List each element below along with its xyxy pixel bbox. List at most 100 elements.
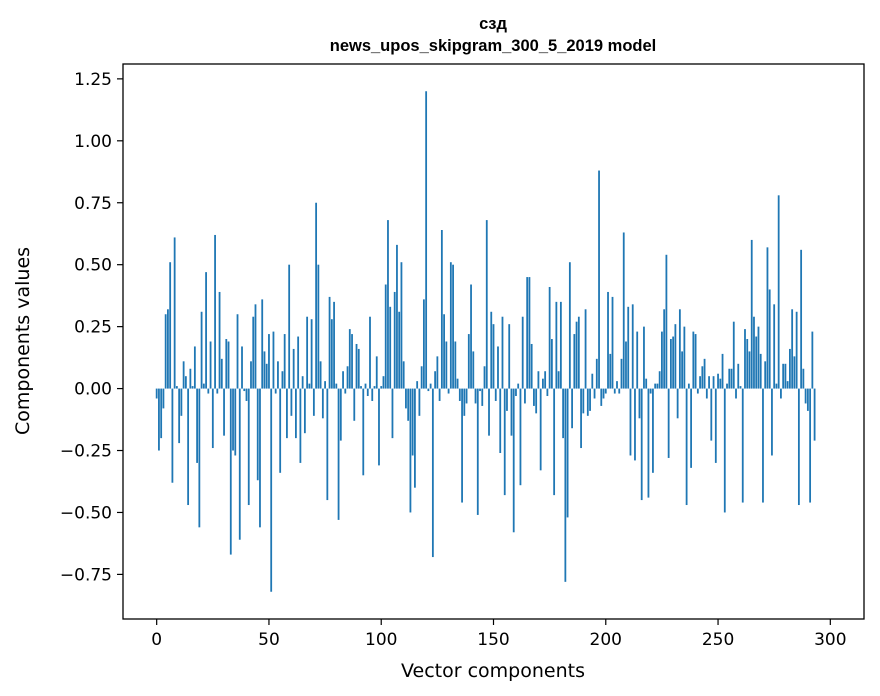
bar xyxy=(281,371,284,389)
bar xyxy=(409,388,412,513)
bar xyxy=(384,284,387,389)
bar xyxy=(813,388,816,441)
bar xyxy=(184,376,187,389)
bar xyxy=(524,388,526,404)
bar xyxy=(476,388,479,515)
bar xyxy=(577,316,580,389)
x-tick-label: 50 xyxy=(258,630,280,650)
bar xyxy=(303,388,306,434)
bar xyxy=(515,388,517,397)
bar xyxy=(517,383,520,389)
y-tick-label: 0.25 xyxy=(74,318,112,338)
bar xyxy=(766,247,769,389)
bar xyxy=(193,346,196,389)
bar xyxy=(366,388,369,397)
bar xyxy=(449,262,452,389)
bar xyxy=(321,388,324,419)
bar xyxy=(263,351,266,389)
bar xyxy=(494,388,497,401)
bar xyxy=(427,388,430,392)
bar xyxy=(443,314,445,389)
bar xyxy=(669,339,672,389)
bar xyxy=(580,388,582,449)
bar xyxy=(346,366,349,389)
bar xyxy=(223,388,225,436)
bar xyxy=(440,230,443,389)
bar xyxy=(461,388,463,503)
bar xyxy=(243,388,246,392)
bar xyxy=(418,388,421,416)
bar xyxy=(768,289,771,389)
bar xyxy=(483,366,486,389)
bar xyxy=(158,388,160,451)
bar xyxy=(272,331,275,389)
bar xyxy=(211,388,214,449)
bar xyxy=(463,388,466,416)
bar xyxy=(721,353,724,389)
bar xyxy=(337,388,340,520)
bar xyxy=(342,371,344,389)
bar xyxy=(773,304,776,389)
bar xyxy=(425,91,428,389)
bar xyxy=(400,262,403,389)
bar xyxy=(526,277,529,389)
bar xyxy=(391,388,394,439)
bar xyxy=(339,388,342,441)
bar xyxy=(155,388,158,399)
bar xyxy=(162,388,165,409)
bar xyxy=(261,299,264,389)
chart-title: сзд xyxy=(479,15,507,33)
bar xyxy=(355,343,358,389)
bar xyxy=(553,388,556,496)
bar xyxy=(315,202,318,389)
bar xyxy=(452,264,454,389)
bar xyxy=(681,351,684,389)
bar xyxy=(218,291,221,389)
bar xyxy=(708,376,710,389)
bar xyxy=(555,301,558,389)
bar xyxy=(674,324,677,389)
bar xyxy=(750,239,753,389)
bar xyxy=(535,388,538,414)
bar xyxy=(429,383,432,389)
bar xyxy=(739,386,742,389)
bar xyxy=(479,388,481,392)
bar xyxy=(658,371,661,389)
y-tick-label: 0.00 xyxy=(74,380,112,400)
bar xyxy=(328,296,331,389)
bar xyxy=(625,341,627,389)
bar xyxy=(380,386,383,389)
bar xyxy=(454,341,457,389)
y-tick-label: −0.25 xyxy=(60,442,112,462)
bar xyxy=(582,388,585,414)
bar xyxy=(290,388,293,416)
bar xyxy=(497,346,499,389)
bar xyxy=(490,311,493,389)
bar xyxy=(431,388,434,558)
bar xyxy=(472,351,475,389)
bar xyxy=(533,388,535,406)
bar xyxy=(593,388,596,399)
bar xyxy=(259,388,261,528)
bar xyxy=(245,388,248,401)
bar xyxy=(422,299,425,389)
bar xyxy=(584,309,587,389)
x-axis-ticks: 0 50 100 150 200 250 300 xyxy=(151,619,847,650)
bar xyxy=(353,388,356,421)
y-tick-label: 0.75 xyxy=(74,194,112,214)
bar xyxy=(458,388,461,401)
bar xyxy=(198,388,201,528)
bar xyxy=(232,388,234,451)
bar xyxy=(744,329,746,389)
bar xyxy=(481,388,484,406)
chart-subtitle: news_upos_skipgram_300_5_2019 model xyxy=(330,37,657,55)
bar xyxy=(236,314,239,389)
bar xyxy=(793,356,796,389)
bar xyxy=(683,326,686,389)
bar xyxy=(283,334,286,389)
y-axis-ticks: −0.75 −0.50 −0.25 0.00 0.25 0.50 0.75 1.00 1.25 xyxy=(60,70,123,585)
bar xyxy=(470,284,472,389)
bar xyxy=(717,373,719,389)
bar xyxy=(247,388,250,506)
